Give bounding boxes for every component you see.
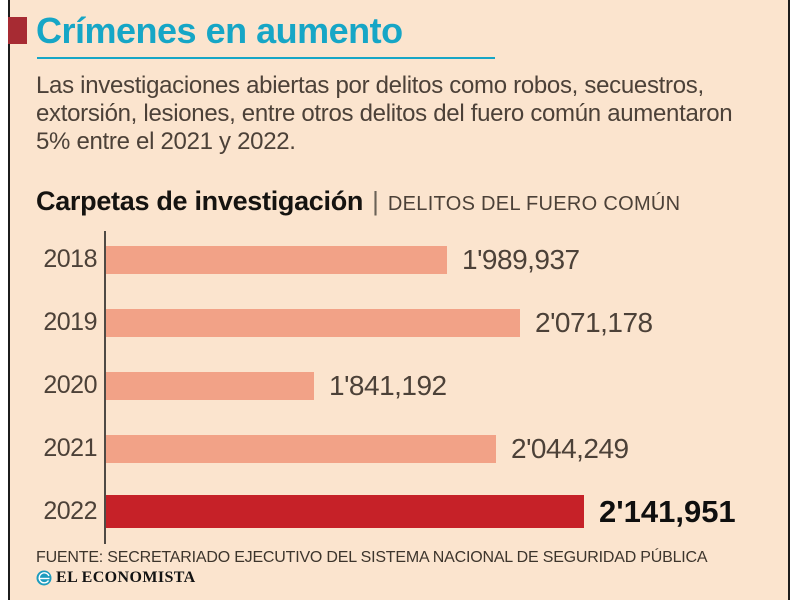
title-underline [37, 57, 495, 59]
el-economista-logo-icon [36, 570, 52, 586]
bar [106, 434, 496, 463]
year-label: 2021 [43, 434, 97, 462]
subtitle: Las investigaciones abiertas por delitos… [36, 72, 733, 156]
bar-chart: 2018 1'989,937 2019 2'071,178 2020 1'841,192 2… [10, 228, 792, 546]
source-text: FUENTE: SECRETARIADO EJECUTIVO DEL SISTE… [36, 549, 708, 566]
red-flag-marker [8, 17, 27, 44]
bar [106, 308, 520, 337]
infographic-card: Crímenes en aumento Las investigaciones … [8, 0, 790, 600]
publisher-brand: EL ECONOMISTA [36, 569, 196, 587]
subtitle-line-3: 5% entre el 2021 y 2022. [36, 128, 296, 155]
chart-row: 2022 2'141,951 [10, 480, 792, 543]
bar [106, 245, 447, 274]
chart-row: 2018 1'989,937 [10, 228, 792, 291]
bar-value-label: 2'071,178 [535, 306, 653, 338]
chart-heading-separator: | [372, 186, 379, 216]
chart-heading: Carpetas de investigación | DELITOS DEL … [36, 186, 680, 217]
publisher-name: EL ECONOMISTA [56, 569, 196, 586]
bar-value-label: 2'141,951 [599, 493, 736, 529]
year-label: 2019 [43, 308, 97, 336]
bar-value-label: 2'044,249 [511, 432, 629, 464]
bar [106, 495, 584, 528]
subtitle-line-1: Las investigaciones abiertas por delitos… [36, 72, 704, 99]
chart-heading-subtitle: DELITOS DEL FUERO COMÚN [387, 193, 681, 215]
chart-row: 2021 2'044,249 [10, 417, 792, 480]
year-label: 2022 [43, 497, 97, 525]
chart-row: 2019 2'071,178 [10, 291, 792, 354]
bar-value-label: 1'841,192 [329, 369, 447, 401]
page-title: Crímenes en aumento [36, 10, 403, 51]
year-label: 2020 [43, 371, 97, 399]
bar-value-label: 1'989,937 [462, 243, 580, 275]
year-label: 2018 [43, 245, 97, 273]
chart-heading-main: Carpetas de investigación [36, 186, 364, 216]
subtitle-line-2: extorsión, lesiones, entre otros delitos… [36, 100, 733, 127]
y-axis-line [104, 231, 106, 544]
chart-row: 2020 1'841,192 [10, 354, 792, 417]
chart-rows: 2018 1'989,937 2019 2'071,178 2020 1'841,192 2… [10, 228, 792, 543]
bar [106, 371, 314, 400]
